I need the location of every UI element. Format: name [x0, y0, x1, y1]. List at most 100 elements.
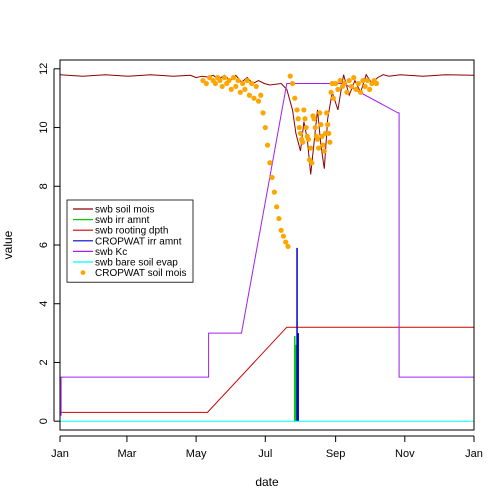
- series-point-cropwat-soil-mois: [319, 133, 325, 139]
- series-point-cropwat-soil-mois: [271, 189, 277, 195]
- series-point-cropwat-soil-mois: [280, 233, 287, 239]
- series-point-cropwat-soil-mois: [294, 107, 300, 113]
- x-tick-label: Sep: [326, 448, 346, 460]
- series-point-cropwat-soil-mois: [283, 239, 289, 245]
- legend-label: swb soil mois: [95, 205, 154, 216]
- series-point-cropwat-soil-mois: [230, 75, 237, 81]
- series-point-cropwat-soil-mois: [287, 73, 293, 79]
- x-tick-label: Nov: [395, 448, 415, 460]
- x-axis-title: date: [255, 475, 279, 489]
- x-tick-label: Mar: [117, 448, 136, 460]
- y-tick-label: 10: [38, 121, 50, 133]
- legend-label: swb Kc: [95, 247, 127, 258]
- y-tick-label: 12: [38, 63, 50, 75]
- series-point-cropwat-soil-mois: [253, 83, 259, 90]
- series-point-cropwat-soil-mois: [373, 80, 380, 87]
- series-point-cropwat-soil-mois: [269, 174, 275, 181]
- series-point-cropwat-soil-mois: [285, 243, 291, 250]
- y-axis-title: value: [1, 230, 15, 259]
- series-point-cropwat-soil-mois: [258, 92, 264, 98]
- x-tick-label: May: [186, 448, 207, 460]
- legend-label: swb rooting dpth: [95, 226, 168, 237]
- legend-label: swb bare soil evap: [95, 258, 178, 269]
- legend-label: CROPWAT irr amnt: [95, 236, 182, 247]
- series-point-cropwat-soil-mois: [316, 145, 322, 151]
- series-point-cropwat-soil-mois: [309, 160, 315, 166]
- series-point-cropwat-soil-mois: [221, 75, 228, 81]
- series-point-cropwat-soil-mois: [226, 77, 232, 84]
- series-point-cropwat-soil-mois: [367, 86, 373, 92]
- series-point-cropwat-soil-mois: [251, 95, 257, 101]
- series-point-cropwat-soil-mois: [314, 136, 321, 142]
- y-tick-label: 4: [38, 301, 50, 307]
- series-point-cropwat-soil-mois: [337, 77, 343, 84]
- legend-label: swb irr amnt: [95, 215, 150, 226]
- series-point-cropwat-soil-mois: [262, 124, 268, 131]
- series-point-cropwat-soil-mois: [246, 92, 253, 98]
- x-axis: Jan Mar May Jul Sep Nov Jan: [51, 435, 483, 460]
- series-point-cropwat-soil-mois: [305, 136, 311, 142]
- series-point-cropwat-soil-mois: [276, 215, 282, 222]
- series-point-cropwat-soil-mois: [228, 86, 234, 92]
- series-point-cropwat-soil-mois: [320, 142, 326, 148]
- legend-marker: [80, 270, 86, 275]
- series-line-swb-rooting-dpth: [60, 326, 474, 413]
- series-point-cropwat-soil-mois: [289, 80, 296, 87]
- series-point-cropwat-soil-mois: [325, 122, 331, 128]
- series-point-cropwat-soil-mois: [212, 80, 218, 87]
- series-point-cropwat-soil-mois: [255, 98, 262, 104]
- series-point-cropwat-soil-mois: [328, 89, 334, 95]
- series-point-cropwat-soil-mois: [323, 110, 330, 116]
- series-point-cropwat-soil-mois: [346, 77, 352, 84]
- y-tick-label: 8: [38, 183, 50, 189]
- series-point-cropwat-soil-mois: [318, 122, 324, 128]
- series-point-cropwat-soil-mois: [302, 116, 308, 122]
- plot-frame: [59, 59, 475, 431]
- series-point-cropwat-soil-mois: [357, 89, 364, 95]
- series-point-cropwat-soil-mois: [260, 110, 266, 116]
- series-point-cropwat-soil-mois: [217, 77, 223, 84]
- series-point-cropwat-soil-mois: [333, 80, 339, 87]
- series-point-cropwat-soil-mois: [344, 89, 350, 95]
- series-point-cropwat-soil-mois: [295, 116, 301, 122]
- series-point-cropwat-soil-mois: [353, 86, 359, 92]
- series-point-cropwat-soil-mois: [364, 77, 370, 84]
- series-point-cropwat-soil-mois: [235, 77, 241, 84]
- series-point-cropwat-soil-mois: [264, 142, 271, 148]
- series-point-cropwat-soil-mois: [240, 80, 246, 87]
- series-point-cropwat-soil-mois: [311, 116, 317, 122]
- series-point-cropwat-soil-mois: [327, 139, 333, 145]
- series-point-cropwat-soil-mois: [244, 77, 250, 84]
- series-point-cropwat-soil-mois: [267, 160, 273, 166]
- series-point-cropwat-soil-mois: [203, 80, 209, 87]
- series-point-cropwat-soil-mois: [274, 204, 280, 210]
- y-tick-label: 0: [38, 418, 50, 424]
- legend-label: CROPWAT soil mois: [95, 268, 187, 279]
- series-point-cropwat-soil-mois: [296, 124, 302, 131]
- series-line-swb-soil-mois: [59, 73, 475, 175]
- series-line-swb-kc: [60, 83, 474, 416]
- y-axis: 0 2 4 6 8 10 12: [38, 63, 60, 424]
- series-point-cropwat-soil-mois: [317, 110, 323, 116]
- series-point-cropwat-soil-mois: [297, 130, 304, 137]
- series-point-cropwat-soil-mois: [219, 83, 225, 90]
- series-point-cropwat-soil-mois: [360, 77, 366, 84]
- plot-area: [59, 73, 475, 422]
- series-point-cropwat-soil-mois: [308, 145, 314, 151]
- series-point-cropwat-soil-mois: [321, 148, 327, 154]
- series-point-cropwat-soil-mois: [355, 80, 361, 87]
- series-point-cropwat-soil-mois: [351, 75, 357, 81]
- series-point-cropwat-soil-mois: [233, 83, 239, 90]
- x-tick-label: Jan: [51, 448, 69, 460]
- y-tick-label: 2: [38, 359, 50, 365]
- y-tick-label: 6: [38, 242, 50, 248]
- series-point-cropwat-soil-mois: [237, 89, 243, 95]
- series-point-cropwat-soil-mois: [242, 86, 248, 92]
- x-tick-label: Jul: [258, 448, 272, 460]
- series-point-cropwat-soil-mois: [292, 95, 298, 101]
- series-point-cropwat-soil-mois: [362, 83, 368, 90]
- series-point-cropwat-soil-mois: [342, 80, 348, 87]
- series-point-cropwat-soil-mois: [200, 77, 206, 84]
